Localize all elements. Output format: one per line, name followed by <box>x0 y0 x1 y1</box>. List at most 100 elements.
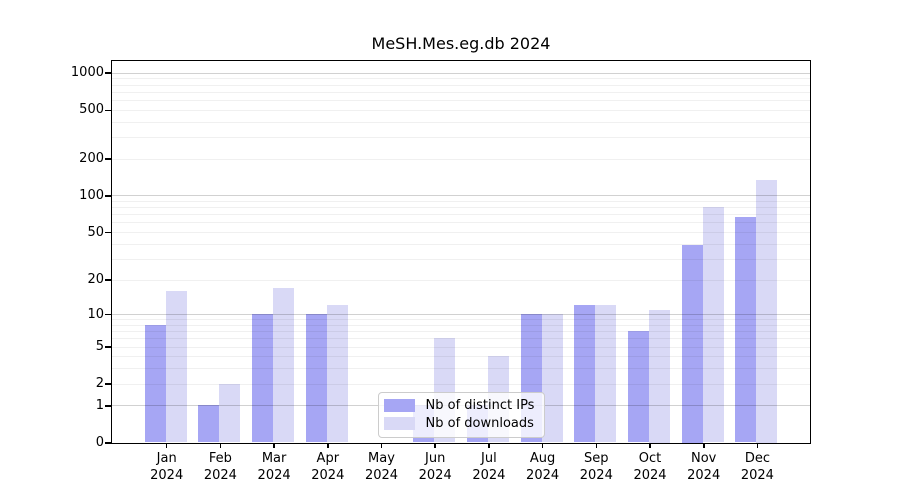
x-tick-year-Nov: 2024 <box>687 467 721 483</box>
x-tick-month-Jan: Jan <box>156 451 177 466</box>
x-tick-month-Apr: Apr <box>316 451 340 466</box>
grid-major-100 <box>111 195 810 197</box>
y-tick-mark-500 <box>104 109 111 111</box>
legend-swatch-downloads <box>383 417 415 430</box>
x-tick-year-Feb: 2024 <box>203 467 237 483</box>
bar-downloads-Apr <box>326 305 348 443</box>
x-tick-label-Apr: Apr 2024 <box>298 451 358 484</box>
y-tick-label-1: 1 <box>95 397 104 413</box>
legend-label-downloads: Nb of downloads <box>425 416 534 431</box>
y-tick-mark-10 <box>104 313 111 316</box>
y-tick-mark-1000 <box>104 72 111 74</box>
grid-minor-600 <box>111 100 810 101</box>
x-tick-year-Mar: 2024 <box>257 467 291 483</box>
x-tick-label-Feb: Feb 2024 <box>190 451 250 484</box>
x-tick-mark-Aug <box>541 443 544 448</box>
bars-layer <box>112 61 810 443</box>
x-tick-month-Jun: Jun <box>425 451 446 466</box>
x-tick-month-Mar: Mar <box>261 451 287 466</box>
y-tick-label-2: 2 <box>95 376 104 392</box>
grid-minor-40 <box>111 243 810 245</box>
y-tick-mark-20 <box>104 279 111 281</box>
bar-ips-Nov <box>681 245 703 443</box>
bar-downloads-Dec <box>756 179 778 443</box>
grid-layer <box>111 61 810 443</box>
x-tick-mark-Feb <box>219 443 222 448</box>
x-tick-year-Sep: 2024 <box>579 467 613 483</box>
y-tick-label-500: 500 <box>79 102 104 118</box>
y-tick-label-5: 5 <box>95 339 104 355</box>
y-tick-mark-5 <box>104 346 111 348</box>
x-tick-month-Oct: Oct <box>638 451 662 466</box>
x-tick-year-Dec: 2024 <box>740 467 774 483</box>
legend-row-ips: Nb of distinct IPs <box>383 398 536 413</box>
grid-minor-3 <box>111 368 810 370</box>
grid-minor-800 <box>111 84 810 86</box>
x-tick-month-Nov: Nov <box>691 451 717 466</box>
x-tick-mark-Jun <box>434 443 436 448</box>
grid-minor-90 <box>111 201 810 202</box>
grid-minor-4 <box>111 356 810 358</box>
y-tick-label-50: 50 <box>87 224 104 240</box>
bar-downloads-Oct <box>649 309 670 443</box>
grid-minor-2 <box>111 383 810 385</box>
grid-minor-60 <box>111 222 810 224</box>
grid-minor-70 <box>111 214 810 216</box>
bar-downloads-Sep <box>595 305 617 443</box>
x-tick-label-Mar: Mar 2024 <box>244 451 304 484</box>
x-tick-mark-Oct <box>649 443 651 448</box>
y-tick-label-1000: 1000 <box>70 65 104 81</box>
x-tick-label-May: May 2024 <box>352 451 412 484</box>
bar-downloads-Mar <box>273 287 295 443</box>
bar-ips-Mar <box>252 314 274 443</box>
grid-minor-300 <box>111 137 810 138</box>
grid-minor-500 <box>111 109 810 111</box>
x-tick-label-Nov: Nov 2024 <box>674 451 734 484</box>
bar-ips-Apr <box>305 314 327 443</box>
grid-minor-5 <box>111 346 810 348</box>
grid-minor-80 <box>111 207 810 209</box>
x-tick-mark-Dec <box>756 443 759 448</box>
x-tick-label-Dec: Dec 2024 <box>727 451 787 484</box>
plot-area: Nb of distinct IPs Nb of downloads <box>110 59 811 444</box>
y-tick-label-100: 100 <box>79 187 104 203</box>
grid-minor-200 <box>111 158 810 160</box>
x-tick-mark-Jan <box>165 443 168 448</box>
x-tick-year-Oct: 2024 <box>633 467 667 483</box>
grid-minor-400 <box>111 121 810 123</box>
bar-ips-Feb <box>198 405 220 443</box>
x-tick-month-Feb: Feb <box>208 451 232 466</box>
y-tick-mark-0 <box>104 442 111 444</box>
x-tick-mark-Sep <box>595 443 597 448</box>
grid-minor-700 <box>111 91 810 93</box>
bar-downloads-Aug <box>541 314 563 443</box>
grid-minor-9 <box>111 319 810 321</box>
x-tick-label-Jan: Jan 2024 <box>137 451 197 484</box>
y-tick-mark-2 <box>104 383 111 385</box>
y-tick-label-20: 20 <box>87 272 104 287</box>
x-tick-year-Jul: 2024 <box>472 467 506 483</box>
x-tick-month-Aug: Aug <box>529 451 556 466</box>
bar-ips-Jan <box>144 324 166 443</box>
grid-minor-7 <box>111 331 810 333</box>
grid-minor-20 <box>111 279 810 281</box>
y-tick-mark-1 <box>104 405 111 407</box>
y-tick-mark-100 <box>104 195 111 197</box>
x-tick-mark-Apr <box>327 443 329 448</box>
bar-ips-Dec <box>735 217 757 443</box>
grid-minor-6 <box>111 338 810 340</box>
x-tick-label-Jun: Jun 2024 <box>405 451 465 484</box>
x-tick-year-Jun: 2024 <box>418 467 452 483</box>
chart-title: MeSH.Mes.eg.db 2024 <box>371 34 551 53</box>
x-tick-month-Sep: Sep <box>584 451 609 466</box>
x-tick-label-Oct: Oct 2024 <box>620 451 680 484</box>
grid-minor-8 <box>111 324 810 326</box>
grid-minor-30 <box>111 258 810 260</box>
bar-ips-Oct <box>628 331 649 443</box>
y-tick-label-0: 0 <box>95 435 104 450</box>
y-tick-mark-50 <box>104 231 111 234</box>
legend-swatch-ips <box>383 399 415 412</box>
bar-downloads-Jan <box>165 290 187 443</box>
grid-minor-900 <box>111 78 810 80</box>
legend-row-downloads: Nb of downloads <box>383 416 536 431</box>
